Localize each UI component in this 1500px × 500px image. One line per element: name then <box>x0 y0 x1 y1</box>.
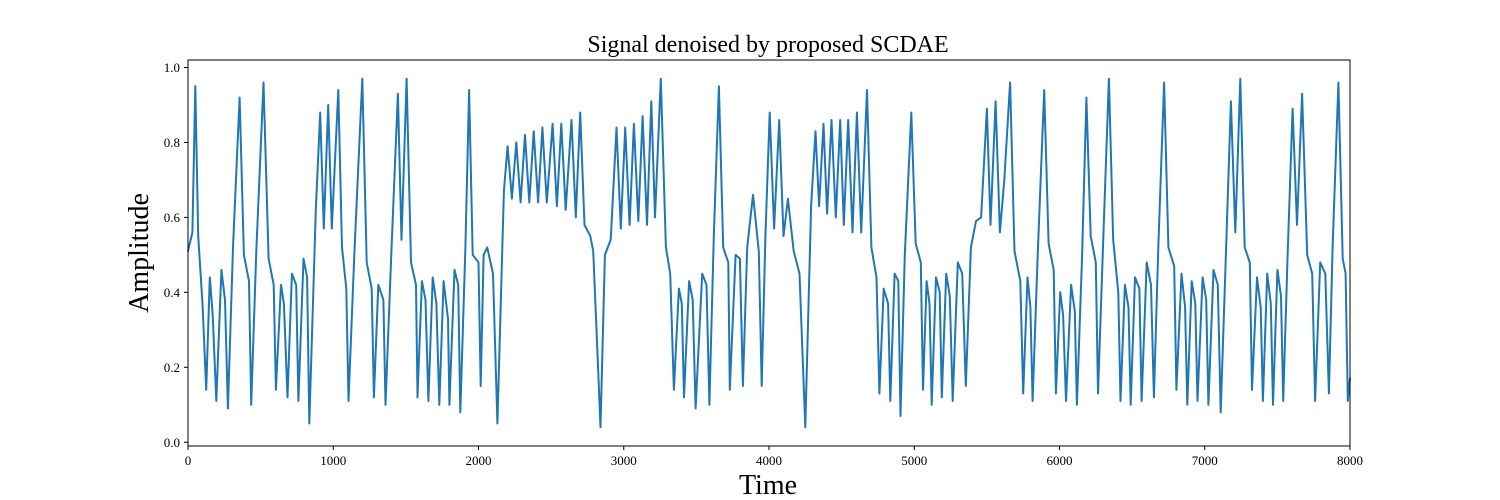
chart-title: Signal denoised by proposed SCDAE <box>587 32 948 58</box>
x-tick-label: 5000 <box>901 453 927 468</box>
y-axis-label: Amplitude <box>124 193 155 313</box>
y-tick-label: 0.4 <box>164 285 181 300</box>
y-tick-label: 0.8 <box>164 135 180 150</box>
x-tick-label: 8000 <box>1337 453 1363 468</box>
x-tick-label: 2000 <box>466 453 492 468</box>
x-tick-label: 1000 <box>320 453 346 468</box>
series-line-0 <box>187 77 1351 429</box>
y-tick-label: 1.0 <box>164 60 180 75</box>
series-group <box>187 77 1351 429</box>
x-tick-label: 6000 <box>1047 453 1073 468</box>
plot-area: 0 1000 2000 3000 4000 5000 6000 7000 8000 0.0 0.2… <box>164 59 1363 468</box>
y-tick-label: 0.2 <box>164 360 180 375</box>
x-tick-label: 7000 <box>1192 453 1218 468</box>
y-tick-label: 0.0 <box>164 435 180 450</box>
x-axis-label: Time <box>739 470 797 500</box>
y-axis: 0.0 0.2 0.4 0.6 0.8 1.0 <box>164 60 188 450</box>
x-axis: 0 1000 2000 3000 4000 5000 6000 7000 8000 <box>185 446 1363 468</box>
x-tick-label: 0 <box>185 453 192 468</box>
y-tick-label: 0.6 <box>164 210 181 225</box>
x-tick-label: 3000 <box>611 453 637 468</box>
x-tick-label: 4000 <box>756 453 782 468</box>
